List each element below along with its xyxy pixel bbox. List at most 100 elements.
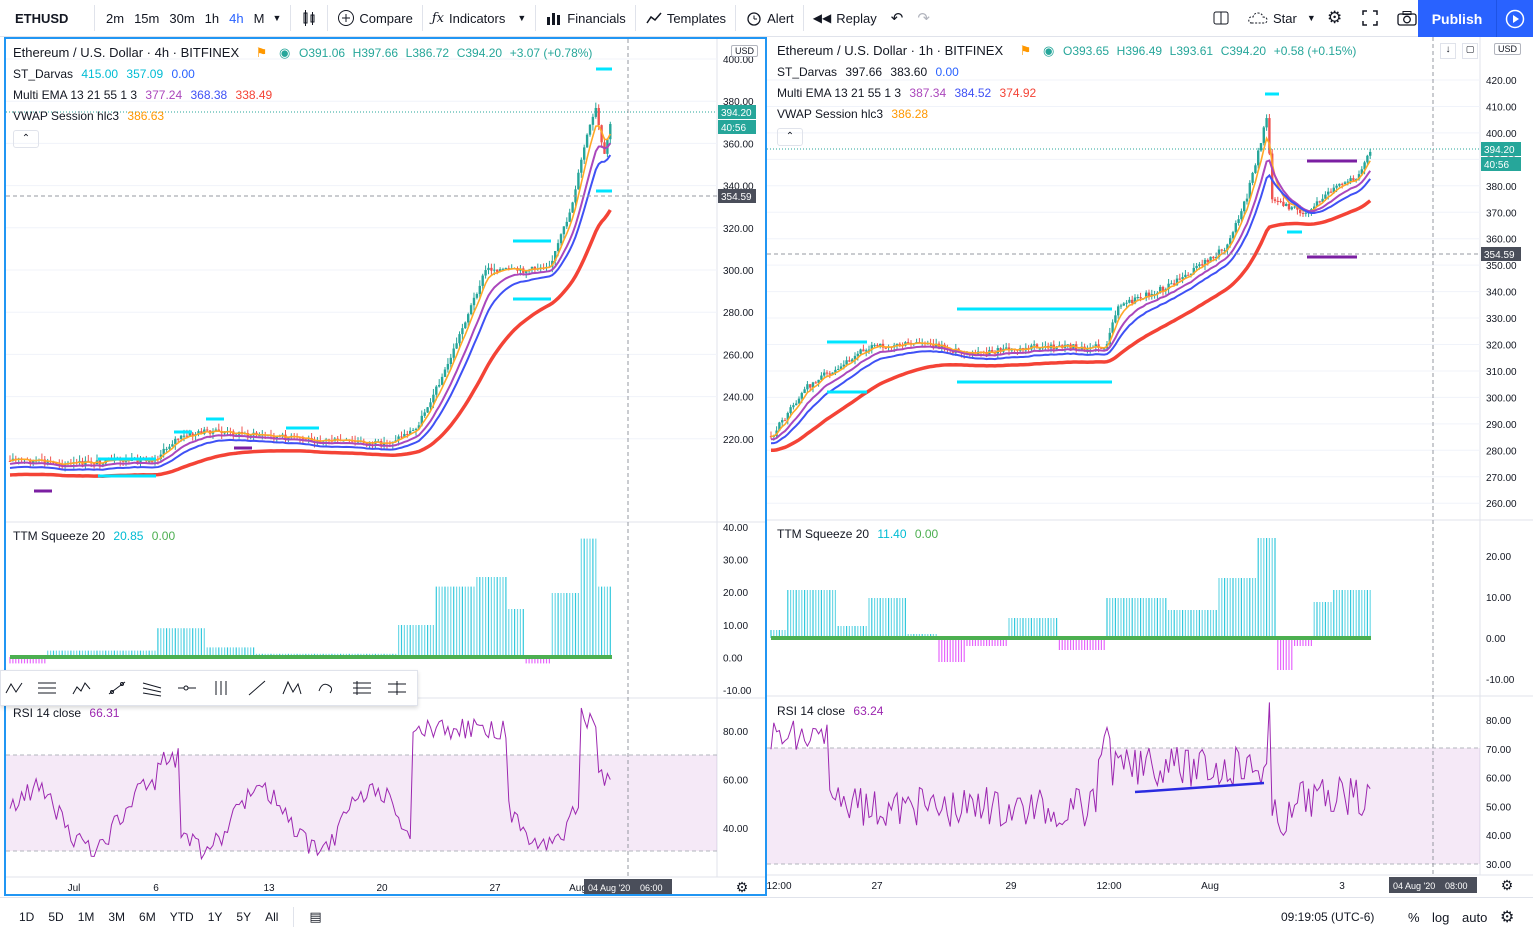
- right-chart[interactable]: 420.00410.00400.00390.00380.00370.00360.…: [767, 37, 1533, 896]
- maximize-icon[interactable]: ▢: [1462, 43, 1478, 59]
- candle-body: [806, 384, 809, 390]
- chart-type-button[interactable]: [293, 0, 325, 37]
- candle-body: [1237, 219, 1240, 224]
- range-1m[interactable]: 1M: [77, 910, 95, 924]
- undo-button[interactable]: ↶: [884, 0, 911, 37]
- collapse-legend-button[interactable]: ⌃: [13, 130, 39, 148]
- bar-chart-icon: [547, 13, 561, 25]
- redo-button[interactable]: ↷: [910, 0, 937, 37]
- last-price-tag[interactable]: [1481, 142, 1521, 156]
- chevron-down-icon[interactable]: ▼: [517, 13, 527, 23]
- price-tick-label: 240.00: [723, 393, 754, 404]
- brush-icon[interactable]: [309, 671, 344, 705]
- candle-body: [556, 243, 560, 252]
- range-all[interactable]: All: [265, 910, 279, 924]
- elliott-wave-icon[interactable]: [64, 671, 99, 705]
- indicator-value: 11.40: [877, 527, 907, 541]
- range-1d[interactable]: 1D: [19, 910, 35, 924]
- interval-30m[interactable]: 30m: [169, 10, 195, 26]
- interval-M[interactable]: M: [253, 10, 265, 26]
- right-squeeze-legend[interactable]: TTM Squeeze 20 11.40 0.00: [777, 527, 943, 541]
- range-5y[interactable]: 5Y: [236, 910, 252, 924]
- settings-icon[interactable]: ⚙: [1500, 909, 1515, 926]
- left-rsi-legend[interactable]: RSI 14 close 66.31: [13, 706, 124, 720]
- candle-body: [1100, 348, 1103, 350]
- left-ema-legend[interactable]: Multi EMA 13 21 55 1 3 377.24 368.38 338…: [13, 88, 277, 102]
- candle-body: [817, 379, 820, 383]
- right-rsi-legend[interactable]: RSI 14 close 63.24: [777, 704, 888, 718]
- collapse-legend-button[interactable]: ⌃: [777, 128, 803, 146]
- download-icon[interactable]: ↓: [1440, 43, 1456, 59]
- left-chart[interactable]: 400.00 380.00 360.00 340.00 320.00 300.00 280.…: [4, 37, 767, 896]
- right-vwap-legend[interactable]: VWAP Session hlc3 386.28: [777, 107, 933, 121]
- templates-button[interactable]: Templates: [638, 0, 733, 37]
- indicators-button[interactable]: ƒx Indicators ▼: [425, 0, 533, 37]
- rsi-tick-label: 30.00: [1486, 860, 1511, 871]
- layout-button[interactable]: [1205, 0, 1237, 37]
- left-squeeze-legend[interactable]: TTM Squeeze 20 20.85 0.00: [13, 529, 180, 543]
- fullscreen-icon: [1362, 10, 1378, 26]
- regression-icon[interactable]: [344, 671, 379, 705]
- snapshot-button[interactable]: [1390, 0, 1424, 37]
- right-currency-label[interactable]: USD: [1494, 43, 1522, 55]
- candle-body: [426, 407, 429, 413]
- gann-icon[interactable]: [379, 671, 414, 705]
- log-toggle[interactable]: log: [1432, 909, 1450, 925]
- range-ytd[interactable]: YTD: [169, 910, 194, 924]
- interval-4h[interactable]: 4h: [229, 10, 244, 26]
- range-5d[interactable]: 5D: [48, 910, 64, 924]
- left-chart-canvas[interactable]: 400.00 380.00 360.00 340.00 320.00 300.00 280.…: [6, 39, 765, 894]
- replay-button[interactable]: ◀◀ Replay: [806, 0, 884, 37]
- interval-1h[interactable]: 1h: [204, 10, 220, 26]
- alert-button[interactable]: Alert: [738, 0, 801, 37]
- range-3m[interactable]: 3M: [108, 910, 126, 924]
- settings-button[interactable]: ⚙: [1320, 0, 1349, 37]
- interval-15m[interactable]: 15m: [134, 10, 160, 26]
- ray-line-icon[interactable]: [239, 671, 274, 705]
- interval-2m[interactable]: 2m: [106, 10, 125, 26]
- candle-body: [1240, 211, 1243, 220]
- financials-button[interactable]: Financials: [538, 0, 633, 37]
- candle-body: [1086, 349, 1089, 351]
- auto-toggle[interactable]: auto: [1462, 909, 1488, 925]
- right-ema-legend[interactable]: Multi EMA 13 21 55 1 3 387.34 384.52 374…: [777, 86, 1041, 100]
- eye-icon[interactable]: ◉: [1043, 43, 1055, 58]
- publish-button[interactable]: Publish: [1418, 0, 1496, 37]
- chevron-down-icon[interactable]: ▼: [1306, 13, 1316, 23]
- left-vwap-legend[interactable]: VWAP Session hlc3 386.63: [13, 109, 169, 123]
- right-chart-canvas[interactable]: 420.00410.00400.00390.00380.00370.00360.…: [767, 37, 1533, 896]
- candle-body: [1094, 344, 1097, 347]
- compare-button[interactable]: Compare: [330, 0, 419, 37]
- candle-body: [884, 347, 887, 349]
- date-range-icon[interactable]: ▤: [309, 909, 322, 924]
- ema-mid-line: [770, 159, 1372, 441]
- abc-pattern-icon[interactable]: [1, 671, 29, 705]
- percent-toggle[interactable]: %: [1408, 909, 1420, 925]
- symbol-search[interactable]: ETHUSD: [15, 10, 69, 26]
- fullscreen-button[interactable]: [1355, 0, 1385, 37]
- trend-line-icon[interactable]: [99, 671, 134, 705]
- right-darvas-legend[interactable]: ST_Darvas 397.66 383.60 0.00: [777, 65, 964, 79]
- xabcd-pattern-icon[interactable]: [274, 671, 309, 705]
- range-1y[interactable]: 1Y: [207, 910, 223, 924]
- range-6m[interactable]: 6M: [139, 910, 156, 924]
- rsi-line: [770, 702, 1371, 837]
- candle-body: [1181, 277, 1184, 280]
- last-price-tag[interactable]: [718, 105, 756, 119]
- left-currency-label[interactable]: USD: [731, 45, 759, 57]
- left-high: H397.66: [352, 46, 399, 60]
- last-price-label: 394.20: [1484, 145, 1515, 156]
- fib-channel-icon[interactable]: [134, 671, 169, 705]
- clock[interactable]: 09:19:05 (UTC-6): [1281, 910, 1375, 924]
- chevron-down-icon[interactable]: ▼: [272, 13, 282, 23]
- left-darvas-legend[interactable]: ST_Darvas 415.00 357.09 0.00: [13, 67, 200, 81]
- star-button[interactable]: Star ▼: [1240, 0, 1323, 37]
- right-title-legend: Ethereum / U.S. Dollar · 1h · BITFINEX ⚑…: [777, 43, 1361, 59]
- eye-icon[interactable]: ◉: [279, 45, 291, 60]
- candle-body: [1304, 212, 1307, 214]
- horizontal-ray-icon[interactable]: [169, 671, 204, 705]
- play-button[interactable]: [1496, 0, 1533, 37]
- right-title: Ethereum / U.S. Dollar · 1h · BITFINEX: [777, 43, 1004, 58]
- pitchfork-icon[interactable]: [204, 671, 239, 705]
- parallel-lines-icon[interactable]: [29, 671, 64, 705]
